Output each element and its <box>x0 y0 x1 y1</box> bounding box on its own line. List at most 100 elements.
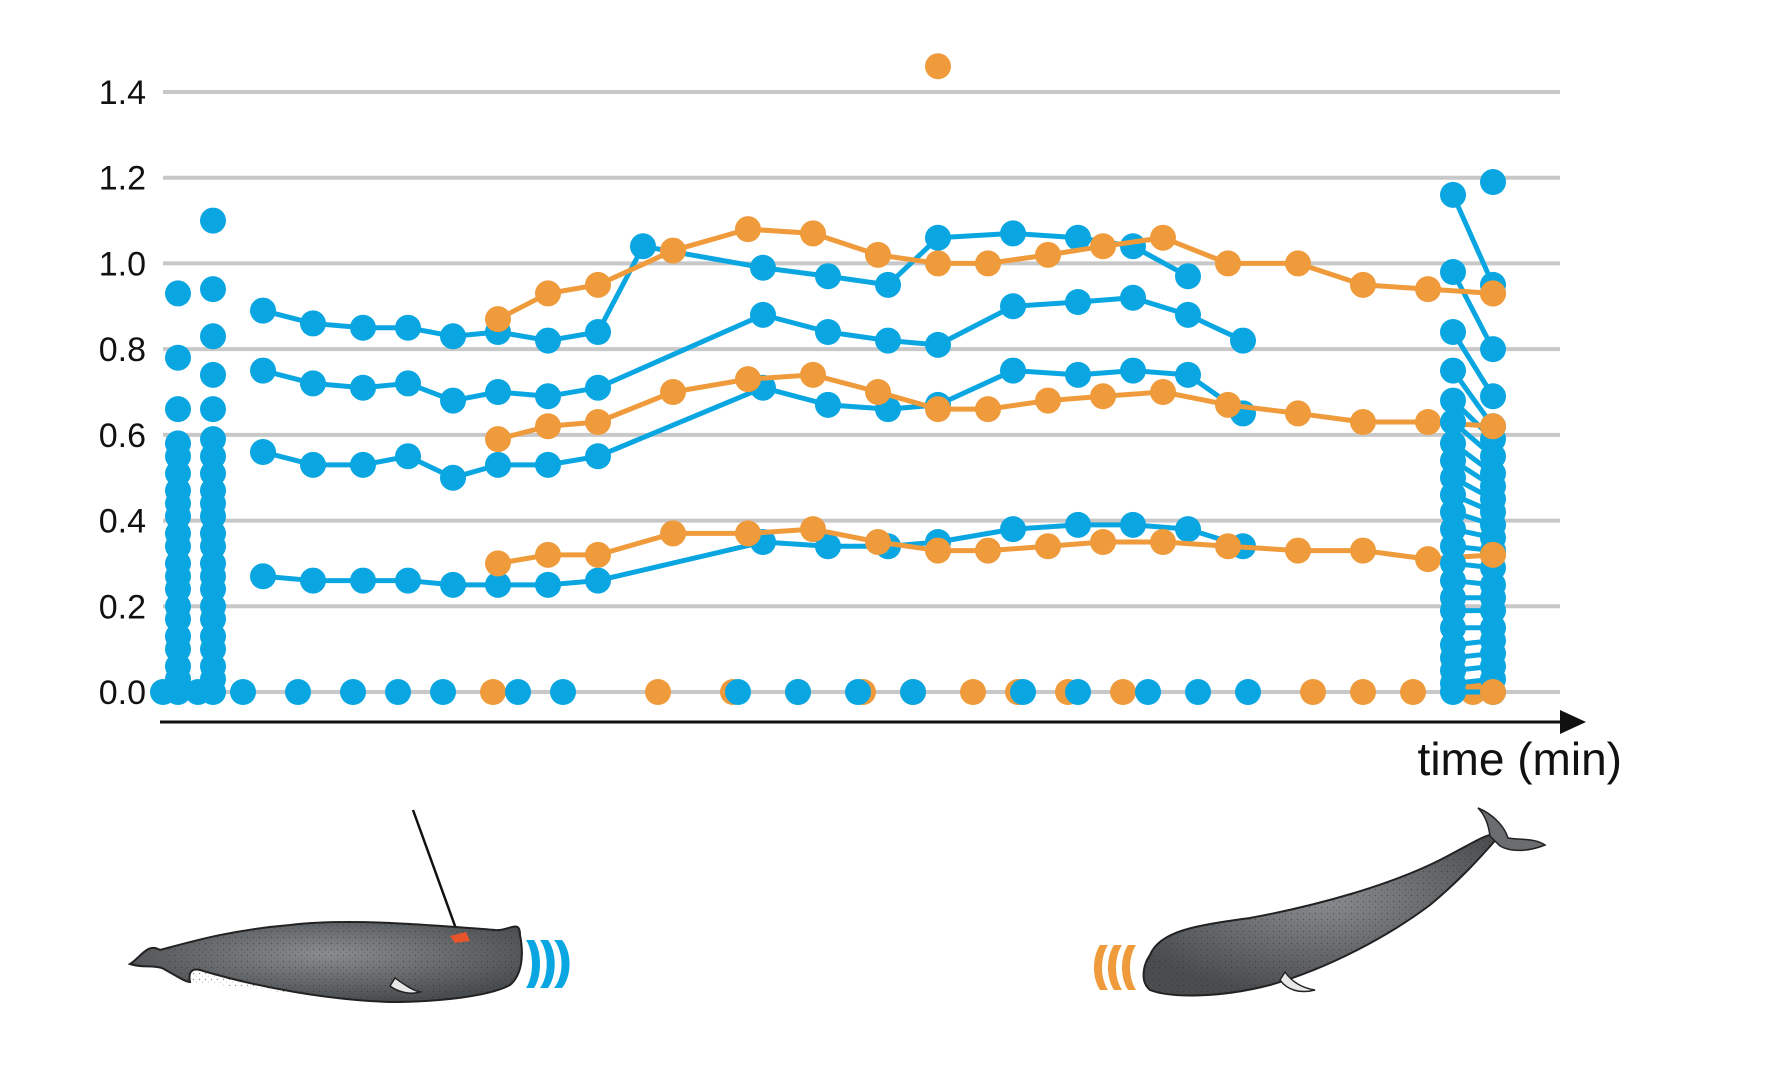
data-point-blue <box>785 679 811 705</box>
data-point-orange <box>660 520 686 547</box>
data-point-blue <box>385 679 411 705</box>
data-point-orange <box>865 241 891 268</box>
data-point-blue <box>165 280 191 307</box>
data-point-blue <box>535 451 561 478</box>
data-point-blue <box>395 443 421 470</box>
data-point-orange <box>1350 537 1376 564</box>
data-point-orange <box>485 550 511 577</box>
data-point-blue <box>585 567 611 594</box>
data-point-blue <box>1065 361 1091 388</box>
data-point-orange <box>1415 546 1441 573</box>
data-point-blue <box>1230 327 1256 354</box>
data-point-blue <box>815 263 841 290</box>
data-point-blue <box>1440 319 1466 345</box>
series-line-blue <box>1450 193 1496 286</box>
data-point-blue <box>440 387 466 414</box>
data-point-blue <box>350 451 376 478</box>
data-point-blue <box>1065 289 1091 315</box>
data-point-blue <box>1000 516 1026 543</box>
data-point-orange <box>925 396 951 423</box>
data-point-orange <box>1285 250 1311 277</box>
data-point-blue <box>1120 511 1146 538</box>
data-point-blue <box>550 679 576 705</box>
data-point-blue <box>300 310 326 337</box>
data-point-orange <box>1400 679 1426 705</box>
data-point-orange <box>925 250 951 277</box>
data-point-blue <box>585 443 611 470</box>
sperm-whale-illustration <box>1094 807 1547 997</box>
data-point-orange <box>585 409 611 435</box>
data-point-blue <box>1175 301 1201 328</box>
data-point-blue <box>505 679 531 705</box>
x-axis-title: time (min) <box>1418 733 1622 785</box>
y-tick-label: 0.4 <box>99 503 146 541</box>
data-point-blue <box>440 323 466 350</box>
data-point-orange <box>1150 379 1176 405</box>
data-point-orange <box>960 679 986 705</box>
data-point-blue <box>250 439 276 465</box>
data-point-orange <box>1285 537 1311 564</box>
data-point-blue <box>200 426 226 453</box>
data-point-blue <box>1185 679 1211 705</box>
data-point-orange <box>1480 280 1506 307</box>
data-point-orange <box>1350 679 1376 705</box>
data-point-orange <box>535 541 561 568</box>
data-point-orange <box>645 679 671 705</box>
data-point-blue <box>300 567 326 594</box>
data-marks <box>150 53 1506 705</box>
sound-waves-blue-icon <box>526 940 570 988</box>
data-point-blue <box>1440 409 1466 435</box>
data-point-blue <box>395 314 421 341</box>
data-point-orange <box>1415 276 1441 303</box>
tagged-sperm-whale-illustration <box>127 809 570 1004</box>
data-point-blue <box>1065 224 1091 251</box>
data-point-blue <box>340 679 366 705</box>
data-point-blue <box>300 451 326 478</box>
data-point-blue <box>165 396 191 423</box>
data-point-orange <box>925 53 951 80</box>
data-point-blue <box>750 301 776 328</box>
whale-texture-right <box>1143 834 1500 996</box>
data-point-blue <box>875 271 901 298</box>
data-point-orange <box>1215 250 1241 277</box>
data-point-orange <box>1090 383 1116 410</box>
data-point-orange <box>735 520 761 547</box>
data-point-orange <box>735 366 761 393</box>
data-point-blue <box>165 430 191 457</box>
data-point-blue <box>1175 516 1201 543</box>
data-point-orange <box>1150 529 1176 555</box>
whale-fin-left <box>388 976 423 994</box>
data-point-blue <box>1480 383 1506 410</box>
data-point-blue <box>925 331 951 358</box>
data-point-orange <box>480 679 506 705</box>
y-tick-label: 1.0 <box>99 245 146 283</box>
data-point-blue <box>430 679 456 705</box>
data-point-orange <box>1415 409 1441 435</box>
data-point-orange <box>1285 400 1311 427</box>
data-point-blue <box>1440 357 1466 384</box>
data-point-orange <box>925 537 951 564</box>
data-point-blue <box>300 370 326 397</box>
data-point-blue <box>750 254 776 281</box>
data-point-blue <box>535 383 561 410</box>
data-point-orange <box>865 529 891 555</box>
data-point-orange <box>1035 533 1061 560</box>
data-point-blue <box>1000 293 1026 320</box>
data-point-orange <box>800 220 826 247</box>
data-point-blue <box>1440 387 1466 414</box>
data-point-orange <box>1035 387 1061 414</box>
data-point-blue <box>1440 259 1466 285</box>
y-tick-label: 0.6 <box>99 417 146 455</box>
data-point-blue <box>1480 169 1506 195</box>
data-point-blue <box>200 396 226 423</box>
y-tick-label: 1.2 <box>99 160 146 198</box>
whale-texture-left <box>160 922 522 1002</box>
tag-line <box>411 809 461 938</box>
data-point-blue <box>1000 220 1026 247</box>
data-point-blue <box>1000 357 1026 384</box>
x-axis: time (min) <box>160 710 1622 785</box>
data-point-blue <box>1135 679 1161 705</box>
data-point-blue <box>485 571 511 598</box>
data-point-orange <box>1480 541 1506 568</box>
data-point-orange <box>975 537 1001 564</box>
